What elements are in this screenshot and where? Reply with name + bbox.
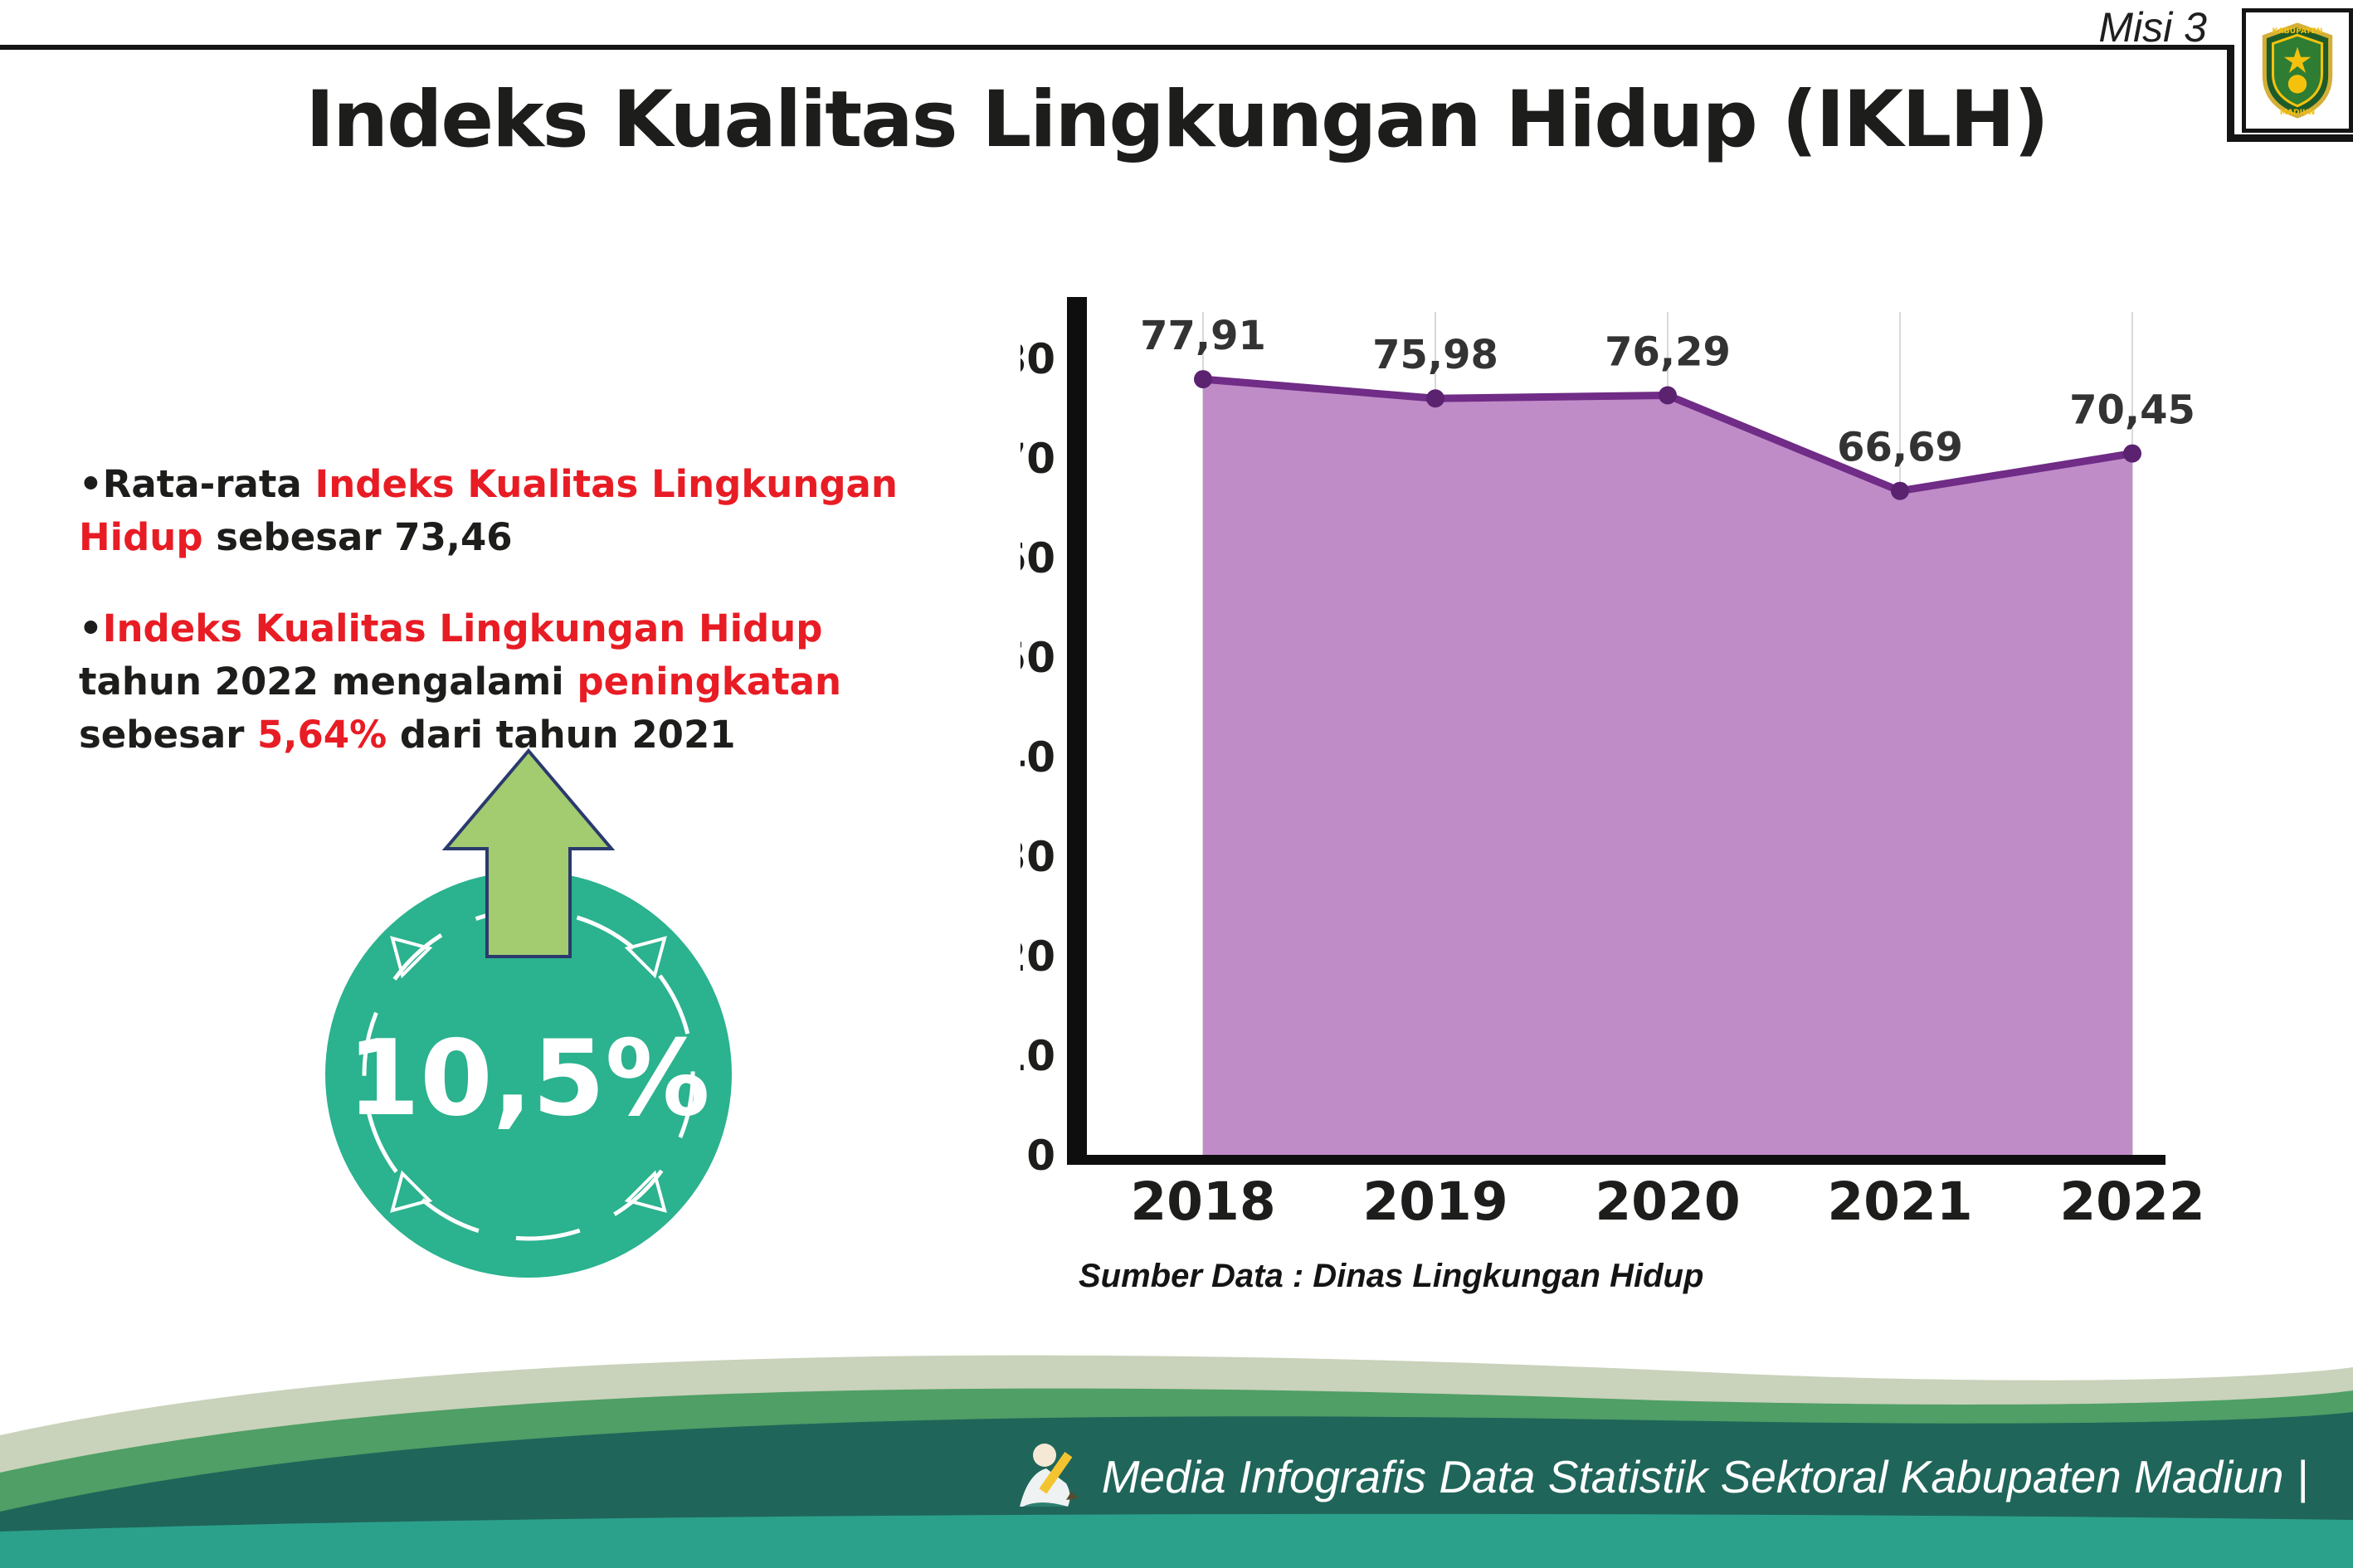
y-tick-label: 20 <box>1021 933 1055 981</box>
bullet-text-segment: Indeks Kualitas Lingkungan Hidup <box>79 462 898 559</box>
misi-label: Misi 3 <box>2098 4 2207 51</box>
year-label: 2022 <box>2059 1171 2204 1232</box>
bullet-text-segment: sebesar <box>79 712 258 757</box>
logo-text-bottom: MADIUN <box>2280 109 2315 117</box>
y-tick-label: 10 <box>1021 1032 1055 1080</box>
ring-triangle-se <box>624 1170 667 1213</box>
footer-waves <box>0 1355 2353 1568</box>
ring-triangle-ne <box>624 936 667 979</box>
crest-icon: KABUPATEN MADIUN <box>2262 22 2333 119</box>
ring-triangle-sw <box>390 1170 433 1213</box>
year-label: 2020 <box>1595 1171 1740 1232</box>
page-title: Indeks Kualitas Lingkungan Hidup (IKLH) <box>305 75 2049 165</box>
bullet-text-segment: peningkatan <box>577 659 842 704</box>
bullet-list: •Rata-rata Indeks Kualitas Lingkungan Hi… <box>79 458 946 799</box>
data-point <box>2123 444 2141 463</box>
y-tick-label: 50 <box>1021 634 1055 682</box>
bullet-text-segment: dari tahun 2021 <box>387 712 736 757</box>
top-divider-rule <box>0 45 2229 50</box>
bullet-dot: • <box>79 606 103 650</box>
bullet-text-segment: 5,64% <box>257 712 387 757</box>
x-axis-line <box>1067 1155 2165 1165</box>
y-tick-label: 30 <box>1021 833 1055 881</box>
bullet-item: •Indeks Kualitas Lingkungan Hidup tahun … <box>79 602 946 762</box>
area-fill <box>1203 379 2132 1155</box>
footer: Media Infografis Data Statistik Sektoral… <box>1006 1437 2308 1516</box>
logo-corner-frame <box>2227 45 2353 142</box>
bullet-text-segment: Indeks Kualitas Lingkungan Hidup <box>102 606 823 650</box>
bullet-dot: • <box>79 462 103 506</box>
wave-strip <box>0 1513 2353 1568</box>
mascot-icon <box>1019 1444 1078 1507</box>
logo-text-top: KABUPATEN <box>2273 27 2323 36</box>
value-label: 76,29 <box>1605 329 1731 376</box>
y-tick-label: 70 <box>1021 435 1055 483</box>
y-tick-label: 0 <box>1026 1132 1055 1180</box>
increase-badge: 10,5% <box>309 743 748 1286</box>
badge-value: 10,5% <box>347 1017 709 1139</box>
y-axis-bar <box>1067 297 1087 1165</box>
year-label: 2018 <box>1130 1171 1275 1232</box>
y-tick-label: 60 <box>1021 534 1055 582</box>
up-arrow-icon <box>441 747 616 958</box>
value-label: 66,69 <box>1837 425 1963 471</box>
bullet-item: •Rata-rata Indeks Kualitas Lingkungan Hi… <box>79 458 946 564</box>
data-source-caption: Sumber Data : Dinas Lingkungan Hidup <box>1079 1258 1704 1294</box>
y-tick-label: 80 <box>1021 335 1055 383</box>
footer-caption: Media Infografis Data Statistik Sektoral… <box>1101 1450 2308 1502</box>
value-label: 75,98 <box>1372 332 1498 378</box>
data-point <box>1426 389 1444 408</box>
iklh-area-chart: 77,91 75,98 76,29 66,69 70,45 0 10 20 30 40 50 60 70… <box>997 290 2215 1311</box>
bullet-text-segment: sebesar 73,46 <box>202 514 513 559</box>
bullet-text-segment: tahun 2022 mengalami <box>79 659 577 704</box>
bullet-text-segment: Rata-rata <box>102 462 315 506</box>
value-label: 77,91 <box>1140 313 1266 359</box>
value-label: 70,45 <box>2069 387 2195 434</box>
badge-circle <box>325 871 732 1278</box>
y-tick-label: 40 <box>1021 733 1055 782</box>
data-point <box>1891 481 1909 500</box>
data-point <box>1194 370 1212 389</box>
kabupaten-madiun-logo: KABUPATEN MADIUN <box>2242 8 2353 133</box>
year-label: 2019 <box>1362 1171 1508 1232</box>
data-point <box>1659 386 1677 405</box>
ring-triangle-nw <box>390 936 433 979</box>
year-label: 2021 <box>1827 1171 1972 1232</box>
